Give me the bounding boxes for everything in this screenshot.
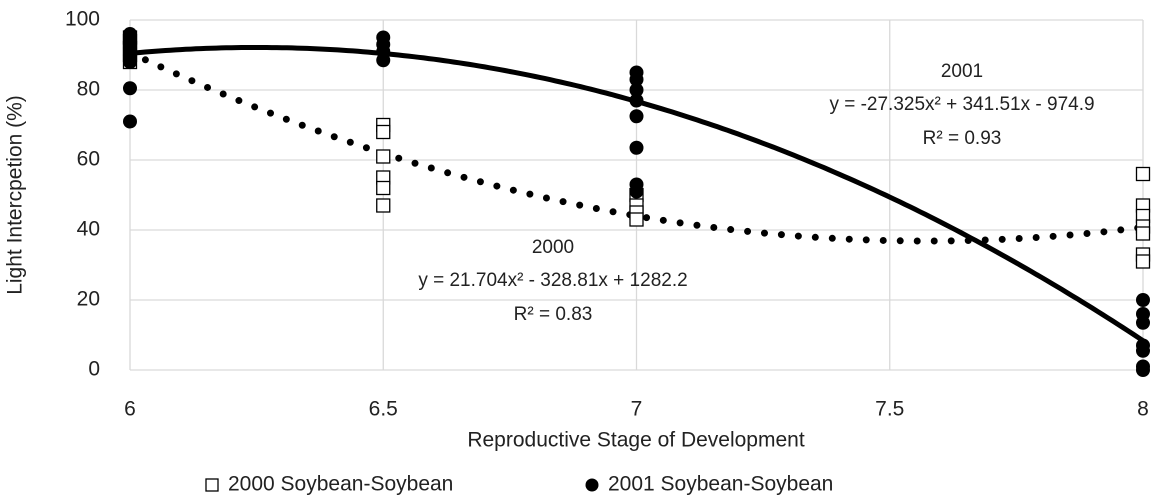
point (629, 140, 644, 155)
trendline-r2: R² = 0.83 (514, 304, 593, 325)
point (629, 184, 644, 199)
point (1136, 315, 1150, 330)
point (1135, 226, 1151, 241)
point (629, 109, 644, 124)
point (629, 72, 644, 87)
point (629, 212, 644, 227)
legend-marker (585, 478, 599, 492)
y-tick-label: 80 (77, 78, 100, 101)
point (1135, 254, 1151, 269)
x-tick-label: 7 (631, 398, 643, 421)
x-axis-title: Reproductive Stage of Development (467, 429, 805, 452)
x-tick-label: 6.5 (369, 398, 398, 421)
y-tick-label: 20 (77, 288, 100, 311)
x-tick-label: 7.5 (875, 398, 904, 421)
point (376, 53, 391, 68)
point (376, 198, 391, 213)
legend-label: 2001 Soybean-Soybean (608, 473, 833, 496)
trendline-r2: R² = 0.93 (923, 128, 1002, 149)
y-tick-label: 60 (77, 148, 100, 171)
x-tick-label: 6 (124, 398, 136, 421)
point (629, 83, 644, 97)
legend-marker (205, 478, 219, 492)
point (629, 93, 644, 108)
trendline-equation: y = 21.704x² - 328.81x + 1282.2 (418, 270, 687, 291)
trendline-name: 2001 (941, 61, 983, 82)
x-tick-label: 8 (1137, 398, 1149, 421)
legend-label: 2000 Soybean-Soybean (228, 473, 453, 496)
point (1136, 293, 1150, 307)
point (123, 55, 137, 69)
point (123, 114, 137, 129)
y-tick-label: 100 (65, 8, 100, 31)
point (376, 124, 391, 140)
trendline-name: 2000 (532, 237, 574, 258)
point (376, 149, 391, 164)
y-tick-label: 40 (77, 218, 100, 241)
point (123, 81, 137, 96)
trendline-equation: y = -27.325x² + 341.51x - 974.9 (829, 94, 1094, 115)
point (1136, 343, 1150, 358)
y-axis-title: Light Intercpetion (%) (4, 95, 27, 295)
point (1136, 363, 1150, 377)
point (1135, 166, 1151, 182)
point (376, 180, 391, 196)
y-tick-label: 0 (88, 358, 100, 381)
